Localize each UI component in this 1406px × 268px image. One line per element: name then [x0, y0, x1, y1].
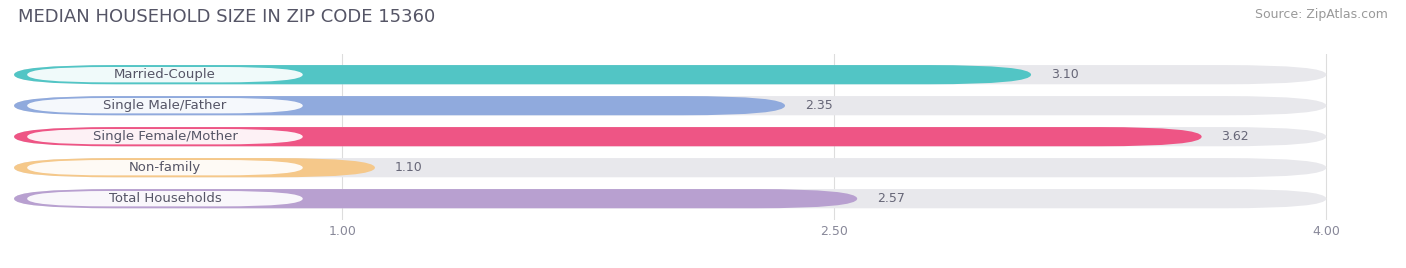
Text: 2.35: 2.35: [804, 99, 832, 112]
Text: 2.57: 2.57: [877, 192, 904, 205]
FancyBboxPatch shape: [14, 127, 1326, 146]
FancyBboxPatch shape: [14, 96, 1326, 115]
Text: 1.10: 1.10: [395, 161, 422, 174]
FancyBboxPatch shape: [27, 67, 302, 82]
FancyBboxPatch shape: [14, 189, 1326, 208]
FancyBboxPatch shape: [14, 189, 858, 208]
FancyBboxPatch shape: [14, 158, 1326, 177]
Text: Married-Couple: Married-Couple: [114, 68, 217, 81]
FancyBboxPatch shape: [27, 129, 302, 144]
FancyBboxPatch shape: [27, 191, 302, 206]
Text: MEDIAN HOUSEHOLD SIZE IN ZIP CODE 15360: MEDIAN HOUSEHOLD SIZE IN ZIP CODE 15360: [18, 8, 436, 26]
FancyBboxPatch shape: [14, 96, 785, 115]
FancyBboxPatch shape: [27, 98, 302, 113]
FancyBboxPatch shape: [14, 158, 375, 177]
Text: Single Male/Father: Single Male/Father: [104, 99, 226, 112]
FancyBboxPatch shape: [27, 160, 302, 175]
Text: Non-family: Non-family: [129, 161, 201, 174]
Text: Single Female/Mother: Single Female/Mother: [93, 130, 238, 143]
Text: 3.62: 3.62: [1222, 130, 1249, 143]
FancyBboxPatch shape: [14, 65, 1031, 84]
Text: Total Households: Total Households: [108, 192, 221, 205]
Text: 3.10: 3.10: [1050, 68, 1078, 81]
FancyBboxPatch shape: [14, 127, 1202, 146]
FancyBboxPatch shape: [14, 65, 1326, 84]
Text: Source: ZipAtlas.com: Source: ZipAtlas.com: [1254, 8, 1388, 21]
